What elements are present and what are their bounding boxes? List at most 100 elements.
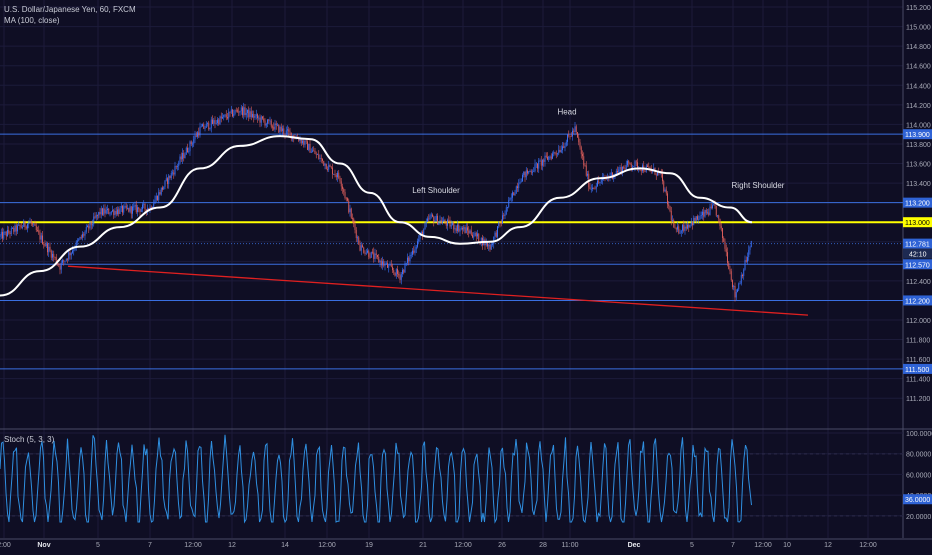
price-axis-label: 112.000 (906, 318, 931, 325)
candle-body (572, 131, 573, 137)
candle-body (63, 260, 64, 261)
candle-body (173, 173, 174, 175)
candle-body (465, 227, 466, 233)
candle-body (702, 212, 703, 215)
candle-body (327, 169, 328, 170)
candle-body (41, 236, 42, 240)
candle-body (541, 161, 542, 166)
candle-body (75, 248, 76, 250)
candle-body (540, 161, 541, 162)
candle-body (413, 251, 414, 253)
candle-body (496, 233, 497, 237)
time-axis-label: 7 (731, 542, 735, 549)
candle-body (735, 286, 736, 297)
price-axis-label: 113.600 (906, 162, 931, 169)
candle-body (636, 161, 637, 162)
candle-body (567, 135, 568, 142)
candle-body (32, 224, 33, 225)
stoch-current-label: 36.0000 (905, 497, 930, 504)
candle-body (548, 157, 549, 160)
candle-body (261, 116, 262, 122)
candle-body (372, 252, 373, 253)
candle-body (271, 121, 272, 127)
candle-body (272, 127, 273, 128)
candle-body (103, 208, 104, 214)
candle-body (62, 260, 63, 263)
candle-body (630, 163, 631, 164)
candle-body (706, 210, 707, 213)
candle-body (711, 207, 712, 208)
candle-body (566, 142, 567, 146)
price-axis-label: 111.600 (906, 357, 930, 364)
stoch-indicator-label[interactable]: Stoch (5, 3, 3) (4, 435, 54, 444)
candle-body (213, 120, 214, 124)
candle-body (215, 120, 216, 124)
candle-body (308, 144, 309, 150)
candle-body (318, 154, 319, 159)
candle-body (698, 219, 699, 220)
candle-body (445, 220, 446, 223)
candle-body (430, 215, 431, 219)
candle-body (85, 232, 86, 236)
current-price-label: 112.781 (905, 242, 930, 249)
candle-body (330, 165, 331, 167)
candle-body (288, 129, 289, 131)
candle-body (577, 132, 578, 137)
candle-body (557, 153, 558, 154)
candle-body (620, 167, 621, 169)
candle-body (157, 196, 158, 200)
candle-body (211, 120, 212, 129)
candle-body (10, 233, 11, 234)
candle-body (737, 289, 738, 292)
candle-body (100, 212, 101, 214)
candle-body (111, 211, 112, 213)
candle-body (46, 243, 47, 246)
time-axis-label: Nov (37, 542, 50, 549)
candle-body (301, 139, 302, 143)
candle-body (710, 207, 711, 215)
candle-body (692, 221, 693, 225)
candle-body (306, 141, 307, 142)
candle-body (731, 271, 732, 280)
candle-body (460, 229, 461, 232)
candle-body (312, 151, 313, 152)
candle-body (433, 217, 434, 223)
candle-body (387, 263, 388, 268)
candle-body (497, 226, 498, 237)
candle-body (601, 180, 602, 182)
candle-body (595, 188, 596, 189)
candle-body (552, 154, 553, 159)
candle-body (303, 141, 304, 145)
candle-body (158, 192, 159, 200)
candle-body (153, 204, 154, 208)
candle-body (182, 153, 183, 159)
candle-body (72, 251, 73, 253)
candle-body (115, 211, 116, 215)
candle-body (240, 111, 241, 112)
candle-body (218, 120, 219, 125)
candle-body (270, 121, 271, 122)
candle-body (355, 224, 356, 230)
time-axis-label: 5 (96, 542, 100, 549)
time-axis-label: 12 (824, 542, 832, 549)
time-axis-label: 28 (539, 542, 547, 549)
candle-body (512, 192, 513, 197)
candle-body (38, 231, 39, 233)
candle-body (362, 245, 363, 247)
candle-body (551, 157, 552, 159)
candle-body (18, 225, 19, 226)
candle-body (393, 270, 394, 272)
candle-body (333, 174, 334, 175)
candle-body (503, 215, 504, 216)
candle-body (133, 207, 134, 208)
candle-body (136, 205, 137, 212)
candle-body (395, 273, 396, 276)
candle-body (720, 219, 721, 226)
candle-body (5, 232, 6, 233)
candle-body (528, 171, 529, 173)
candle-body (208, 123, 209, 130)
candle-body (192, 144, 193, 145)
ma-indicator-label[interactable]: MA (100, close) (4, 16, 60, 25)
